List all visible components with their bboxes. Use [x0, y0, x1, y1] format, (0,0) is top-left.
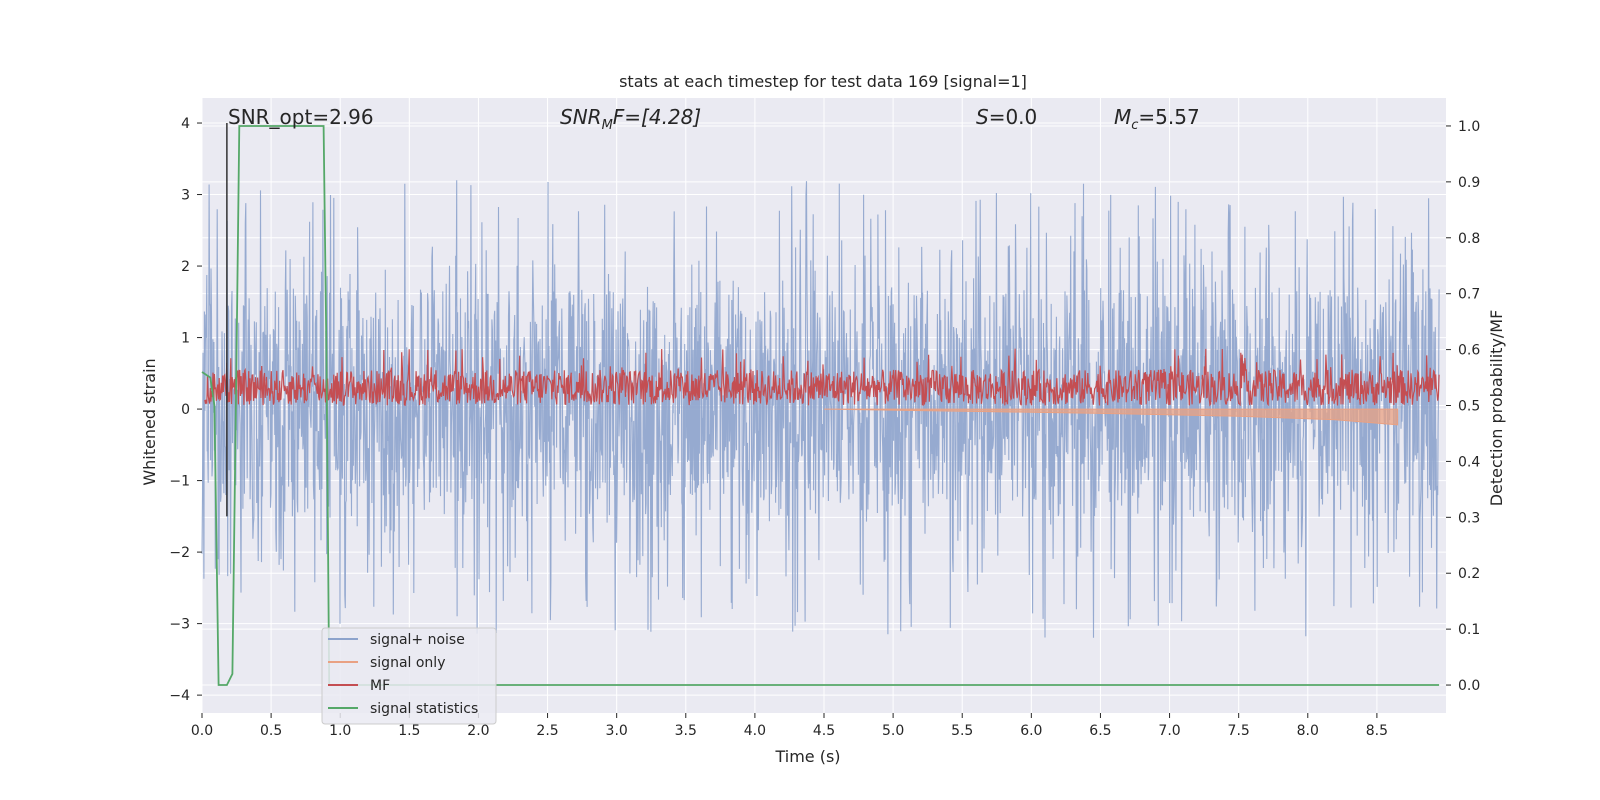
signal-only-area [823, 408, 1399, 426]
chart-title: stats at each timestep for test data 169… [619, 72, 1027, 91]
x-tick-label: 4.0 [744, 723, 766, 739]
y-tick-label: −1 [169, 474, 190, 490]
y-tick-label: −4 [169, 688, 190, 704]
y-axis-right-ticks: 1.0 0.9 0.8 0.7 0.6 0.5 0.4 0.3 0.2 0.1 0.0 [1446, 119, 1480, 694]
x-tick-label: 1.5 [398, 723, 420, 739]
y-right-tick-label: 0.1 [1458, 622, 1480, 638]
y-right-tick-label: 0.8 [1458, 231, 1480, 247]
x-tick-label: 3.0 [606, 723, 628, 739]
signal-noise-line [201, 180, 1440, 638]
x-axis-label: Time (s) [774, 747, 840, 766]
y-axis-label: Whitened strain [140, 358, 159, 485]
series-signal-statistics [201, 125, 1440, 686]
x-axis-ticks: 0.0 0.5 1.0 1.5 2.0 2.5 3.0 3.5 4.0 4.5 5.0 5.5 6.0 6… [191, 713, 1388, 739]
legend-label-signal-only: signal only [370, 655, 445, 671]
legend-label-signal-noise: signal+ noise [370, 632, 465, 648]
legend-label-mf: MF [370, 678, 390, 694]
x-tick-label: 8.5 [1366, 723, 1388, 739]
y-tick-label: 0 [181, 402, 190, 418]
x-tick-label: 8.0 [1297, 723, 1319, 739]
series-mf [204, 348, 1440, 407]
x-tick-label: 1.0 [329, 723, 351, 739]
y-tick-label: 1 [181, 331, 190, 347]
x-tick-label: 0.5 [260, 723, 282, 739]
y-tick-label: 4 [181, 116, 190, 132]
y-tick-label: −3 [169, 617, 190, 633]
y-tick-label: 2 [181, 259, 190, 275]
y-tick-label: 3 [181, 188, 190, 204]
y-right-tick-label: 0.4 [1458, 454, 1480, 470]
x-tick-label: 7.0 [1158, 723, 1180, 739]
y-right-tick-label: 0.3 [1458, 510, 1480, 526]
x-tick-label: 5.5 [951, 723, 973, 739]
mc-annotation: Mc=5.57 [1114, 105, 1200, 133]
y-right-tick-label: 0.9 [1458, 175, 1480, 191]
x-tick-label: 3.5 [675, 723, 697, 739]
signal-statistics-line [201, 125, 1440, 686]
x-tick-label: 5.0 [882, 723, 904, 739]
legend-label-signal-statistics: signal statistics [370, 701, 478, 717]
y-axis-right-label: Detection probability/MF [1487, 310, 1506, 507]
y-tick-label: −2 [169, 545, 190, 561]
y-axis-ticks: 4 3 2 1 0 −1 −2 −3 −4 [169, 116, 202, 704]
legend-box [321, 627, 497, 725]
s-value: =0.0 [989, 105, 1038, 129]
y-right-tick-label: 0.6 [1458, 343, 1480, 359]
mc-symbol: M [1114, 105, 1131, 129]
mc-subscript: c [1131, 118, 1138, 133]
x-tick-label: 2.5 [536, 723, 558, 739]
series-signal-only [823, 408, 1399, 426]
snr-mf-subscript: M [602, 118, 613, 133]
snr-mf-symbol: SNR [560, 105, 602, 129]
snr-opt-annotation: SNR_opt=2.96 [228, 105, 374, 129]
x-tick-label: 4.5 [813, 723, 835, 739]
x-tick-label: 7.5 [1228, 723, 1250, 739]
series-signal-noise [201, 180, 1440, 638]
y-right-tick-label: 0.0 [1458, 678, 1480, 694]
legend: signal+ noise signal only MF signal stat… [321, 627, 497, 725]
y-right-tick-label: 1.0 [1458, 119, 1480, 135]
snr-mf-value: F=[4.28] [613, 105, 701, 129]
x-tick-label: 0.0 [191, 723, 213, 739]
x-tick-label: 6.5 [1089, 723, 1111, 739]
snr-mf-annotation: SNRMF=[4.28] [560, 105, 701, 133]
y-right-tick-label: 0.5 [1458, 399, 1480, 415]
s-annotation: S=0.0 [976, 105, 1037, 129]
x-tick-label: 6.0 [1020, 723, 1042, 739]
y-right-tick-label: 0.2 [1458, 566, 1480, 582]
mc-value: =5.57 [1138, 105, 1199, 129]
y-right-tick-label: 0.7 [1458, 287, 1480, 303]
x-tick-label: 2.0 [467, 723, 489, 739]
s-symbol: S [976, 105, 989, 129]
mf-line [204, 348, 1440, 407]
